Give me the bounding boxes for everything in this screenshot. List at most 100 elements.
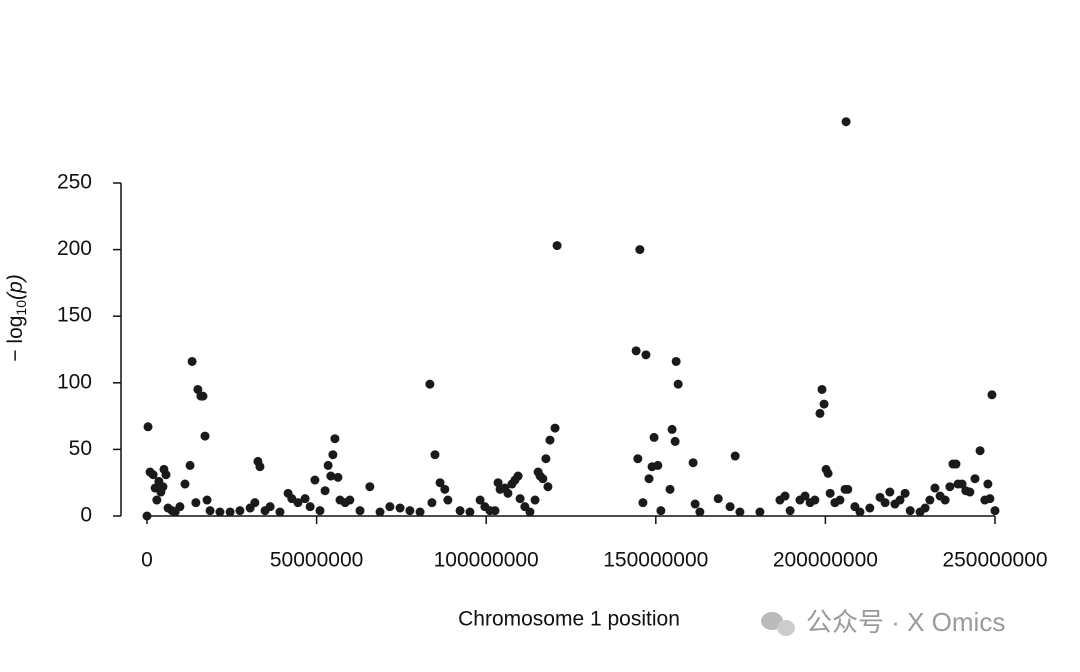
point <box>225 507 235 517</box>
point <box>945 482 955 492</box>
point <box>405 506 415 516</box>
point <box>667 424 677 434</box>
point <box>920 503 930 513</box>
point <box>333 472 343 482</box>
point <box>235 506 245 516</box>
point <box>735 507 745 517</box>
point <box>688 458 698 468</box>
point <box>385 502 395 512</box>
x-tick-label: 250000000 <box>942 549 1047 572</box>
point <box>185 460 195 470</box>
point <box>328 450 338 460</box>
point <box>550 423 560 433</box>
point <box>255 462 265 472</box>
point <box>641 350 651 360</box>
x-tick-label: 0 <box>141 549 153 572</box>
point <box>970 474 980 484</box>
point <box>656 506 666 516</box>
point <box>545 435 555 445</box>
point <box>644 474 654 484</box>
point <box>633 454 643 464</box>
y-label-tail: (p) <box>4 274 27 300</box>
point <box>631 346 641 356</box>
y-label-sub: 10 <box>13 300 29 316</box>
point <box>300 494 310 504</box>
point <box>475 495 485 505</box>
y-tick-label: 100 <box>57 370 92 393</box>
point <box>440 484 450 494</box>
point <box>430 450 440 460</box>
point <box>152 495 162 505</box>
x-tick-label: 50000000 <box>270 549 363 572</box>
point <box>148 470 158 480</box>
point <box>215 507 225 517</box>
point <box>815 408 825 418</box>
point <box>425 379 435 389</box>
point <box>443 495 453 505</box>
point <box>538 474 548 484</box>
point <box>865 503 875 513</box>
point <box>673 379 683 389</box>
point <box>925 495 935 505</box>
point <box>415 507 425 517</box>
point <box>957 479 967 489</box>
point <box>930 483 940 493</box>
point <box>730 451 740 461</box>
point <box>755 507 765 517</box>
point <box>725 502 735 512</box>
point <box>855 507 865 517</box>
point <box>638 498 648 508</box>
point <box>695 507 705 517</box>
point <box>180 479 190 489</box>
point <box>885 487 895 497</box>
point <box>365 482 375 492</box>
point <box>143 422 153 432</box>
point <box>780 491 790 501</box>
point <box>713 494 723 504</box>
point <box>841 117 851 127</box>
point <box>205 506 215 516</box>
point <box>530 495 540 505</box>
x-tick-label: 150000000 <box>603 549 708 572</box>
point <box>187 356 197 366</box>
point <box>375 507 385 517</box>
watermark: 公众号 · X Omics <box>806 607 1005 637</box>
point <box>653 460 663 470</box>
point <box>900 488 910 498</box>
point <box>819 399 829 409</box>
point <box>435 478 445 488</box>
point <box>985 494 995 504</box>
point <box>951 459 961 469</box>
point <box>895 495 905 505</box>
point <box>202 495 212 505</box>
point <box>690 499 700 509</box>
point <box>817 384 827 394</box>
x-tick-label: 100000000 <box>434 549 539 572</box>
point <box>513 471 523 481</box>
point <box>455 506 465 516</box>
point <box>355 506 365 516</box>
x-tick-label: 200000000 <box>773 549 878 572</box>
y-tick-label: 250 <box>57 171 92 194</box>
point <box>835 495 845 505</box>
y-tick-label: 200 <box>57 237 92 260</box>
point <box>940 495 950 505</box>
point <box>635 245 645 255</box>
point <box>965 487 975 497</box>
point <box>191 498 201 508</box>
point <box>395 503 405 513</box>
point <box>823 468 833 478</box>
point <box>310 475 320 485</box>
point <box>987 390 997 400</box>
point <box>665 484 675 494</box>
point <box>465 507 475 517</box>
point <box>785 506 795 516</box>
point <box>649 432 659 442</box>
x-axis-label: Chromosome 1 position <box>458 608 680 631</box>
point <box>810 495 820 505</box>
point <box>905 506 915 516</box>
point <box>250 498 260 508</box>
point <box>320 486 330 496</box>
point <box>323 460 333 470</box>
